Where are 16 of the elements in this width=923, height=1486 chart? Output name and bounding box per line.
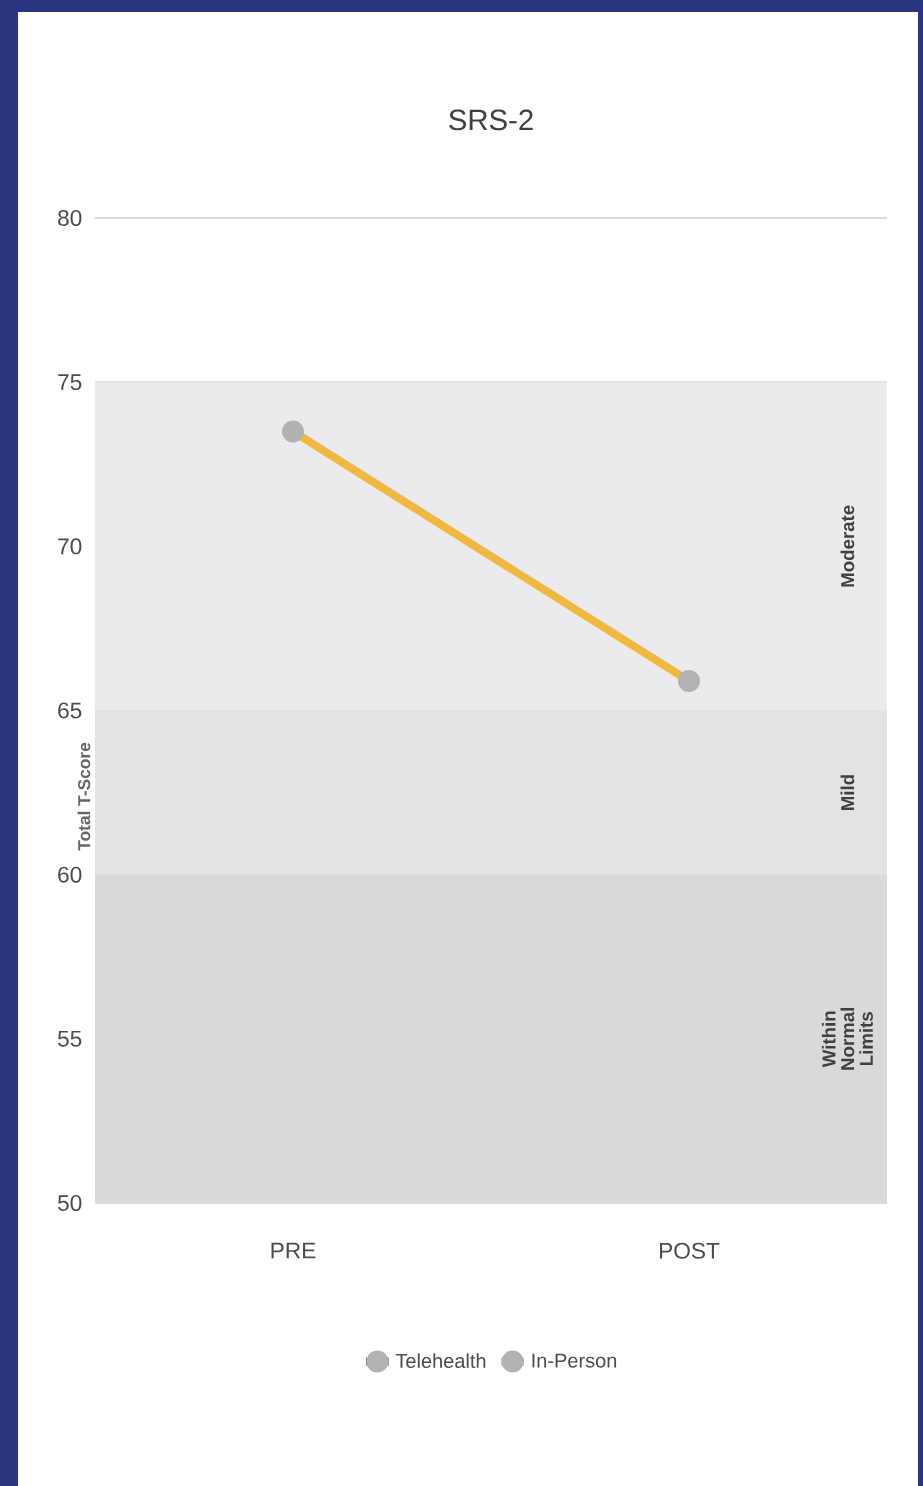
band-label: Mild xyxy=(840,775,855,810)
y-tick-label: 75 xyxy=(58,374,82,391)
y-axis-title: Total T-Score xyxy=(77,742,91,851)
y-tick-label: 50 xyxy=(57,1194,82,1212)
y-tick-label: 55 xyxy=(57,1030,82,1047)
chart-title: SRS-2 xyxy=(449,109,533,131)
y-tick-label: 80 xyxy=(58,209,82,227)
legend-label: Telehealth xyxy=(395,1353,486,1369)
x-tick-label: POST xyxy=(660,1242,720,1259)
x-tick-label: PRE xyxy=(271,1242,316,1259)
y-tick-label: 60 xyxy=(58,866,82,883)
band-label: Within Normal Limits xyxy=(821,1008,873,1070)
band-label: Moderate xyxy=(840,505,855,587)
legend-label: In-Person xyxy=(532,1353,617,1368)
y-tick-label: 65 xyxy=(58,702,82,719)
y-tick-label: 70 xyxy=(58,538,82,555)
